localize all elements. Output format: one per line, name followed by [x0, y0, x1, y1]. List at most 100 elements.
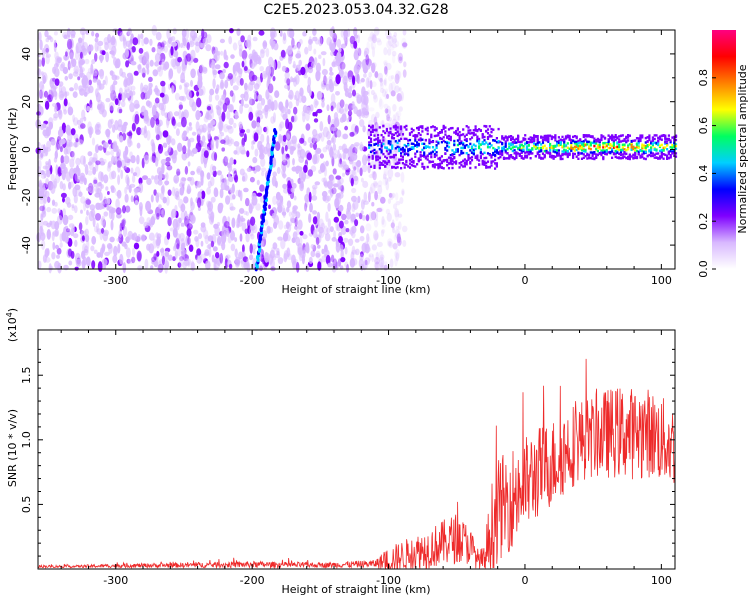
spectrogram-signal-cell [644, 157, 647, 161]
spectrogram-cell [362, 66, 368, 74]
spectrogram-cell [49, 220, 53, 226]
spectrogram-cell [233, 141, 240, 147]
spectrogram-cell [126, 258, 131, 264]
spectrogram-signal-cell [531, 147, 534, 151]
spectrogram-cell [197, 112, 202, 118]
spectrogram-signal-cell [382, 124, 385, 128]
spectrogram-signal-cell [635, 155, 639, 159]
spectrogram-cell [148, 232, 155, 241]
spectrogram-cell [108, 102, 115, 111]
spectrogram-signal-cell [577, 157, 580, 160]
spectrogram-cell [379, 82, 384, 90]
spectrogram-cell [260, 49, 265, 59]
spectrogram-signal-cell [414, 165, 417, 168]
spectrogram-cell [249, 254, 254, 261]
spectrogram-cell [352, 89, 356, 97]
spectrogram-cell [122, 262, 127, 274]
spectrogram-cell [109, 70, 114, 76]
spectrogram-cell [174, 178, 178, 183]
spectrogram-cell [124, 48, 129, 59]
spectrogram-cell [153, 189, 157, 196]
spectrogram-cell [181, 28, 187, 38]
spectrogram-cell [206, 187, 212, 195]
spectrogram-signal-cell [486, 160, 490, 163]
spectrogram-cell [43, 90, 49, 98]
spectrogram-cell [364, 259, 368, 266]
spectrogram-cell [351, 245, 356, 255]
spectrogram-cell [349, 35, 356, 45]
spectrogram-cell [378, 98, 384, 110]
spectrogram-cell [164, 112, 169, 118]
spectrogram-cell [321, 177, 326, 183]
spectrogram-cell [60, 155, 65, 165]
spectrogram-cell [54, 78, 60, 86]
spectrogram-cell [376, 207, 383, 213]
spectrogram-cell [200, 198, 204, 206]
spectrogram-cell [365, 54, 370, 66]
spectrogram-cell [385, 180, 390, 191]
spectrogram-cell [167, 111, 173, 120]
spectrogram-cell [79, 178, 84, 185]
spectrogram-cell [110, 219, 114, 231]
spectrogram-cell [216, 84, 220, 92]
spectrogram-cell [380, 229, 385, 237]
spectrogram-cell [300, 176, 306, 183]
spectrogram-cell [54, 201, 58, 207]
spectrogram-cell [343, 237, 349, 243]
spectrogram-cell [337, 258, 342, 267]
spectrogram-signal-cell [435, 127, 438, 130]
spectrogram-cell [52, 77, 56, 82]
spectrogram-cell [328, 174, 334, 181]
spectrogram-cell [322, 146, 328, 153]
spectrogram-cell [246, 258, 250, 267]
spectrogram-cell [65, 124, 71, 135]
spectrogram-cell [392, 104, 397, 112]
spectrogram-cell [312, 216, 318, 225]
spectrogram-cell [126, 131, 133, 137]
spectrogram-cell [65, 196, 71, 205]
spectrogram-cell [41, 84, 45, 91]
spectrogram-cell [110, 36, 116, 46]
spectrogram-cell [299, 38, 303, 45]
spectrogram-cell [395, 248, 400, 260]
spectrogram-cell [114, 98, 119, 106]
spectrogram-signal-cell [549, 151, 552, 155]
spectrogram-cell [387, 177, 392, 182]
spectrogram-cell [190, 216, 196, 222]
spectrogram-cell [233, 122, 237, 129]
snr-y-scale-close: ) [6, 308, 19, 312]
spectrogram-cell [390, 90, 396, 97]
spectrogram-cell [271, 175, 277, 187]
spectrogram-cell [85, 199, 92, 205]
spectrogram-cell [344, 261, 349, 268]
spectrogram-cell [66, 27, 71, 38]
spectrogram-cell [85, 234, 90, 243]
spectrogram-cell [63, 109, 67, 115]
spectrogram-signal-cell [426, 132, 429, 136]
spectrogram-signal-cell [573, 152, 576, 156]
spectrogram-cell [189, 137, 195, 143]
spectrogram-signal-cell [396, 141, 399, 145]
spectrogram-cell [395, 252, 400, 262]
spectrogram-cell [168, 68, 174, 79]
spectrogram-cell [47, 196, 51, 203]
y-tick-label: -20 [20, 188, 33, 206]
spectrogram-cell [78, 139, 84, 146]
spectrogram-cell [351, 258, 358, 266]
spectrogram-cell [75, 137, 79, 143]
spectrogram-cell [160, 47, 165, 52]
spectrogram-cell [179, 182, 185, 188]
spectrogram-cell [308, 191, 312, 203]
spectrogram-cell [59, 233, 63, 243]
spectrogram-signal-cell [490, 164, 493, 167]
spectrogram-cell [180, 42, 184, 49]
spectrogram-cell [359, 235, 365, 242]
spectrogram-cell [145, 200, 152, 212]
spectrogram-cell [67, 106, 74, 116]
spectrogram-cell [239, 190, 243, 202]
spectrogram-cell [79, 117, 84, 125]
spectrogram-cell [286, 134, 291, 141]
spectrogram-signal-cell [424, 138, 427, 142]
spectrogram-cell [95, 122, 102, 133]
spectrogram-signal-cell [520, 155, 523, 158]
